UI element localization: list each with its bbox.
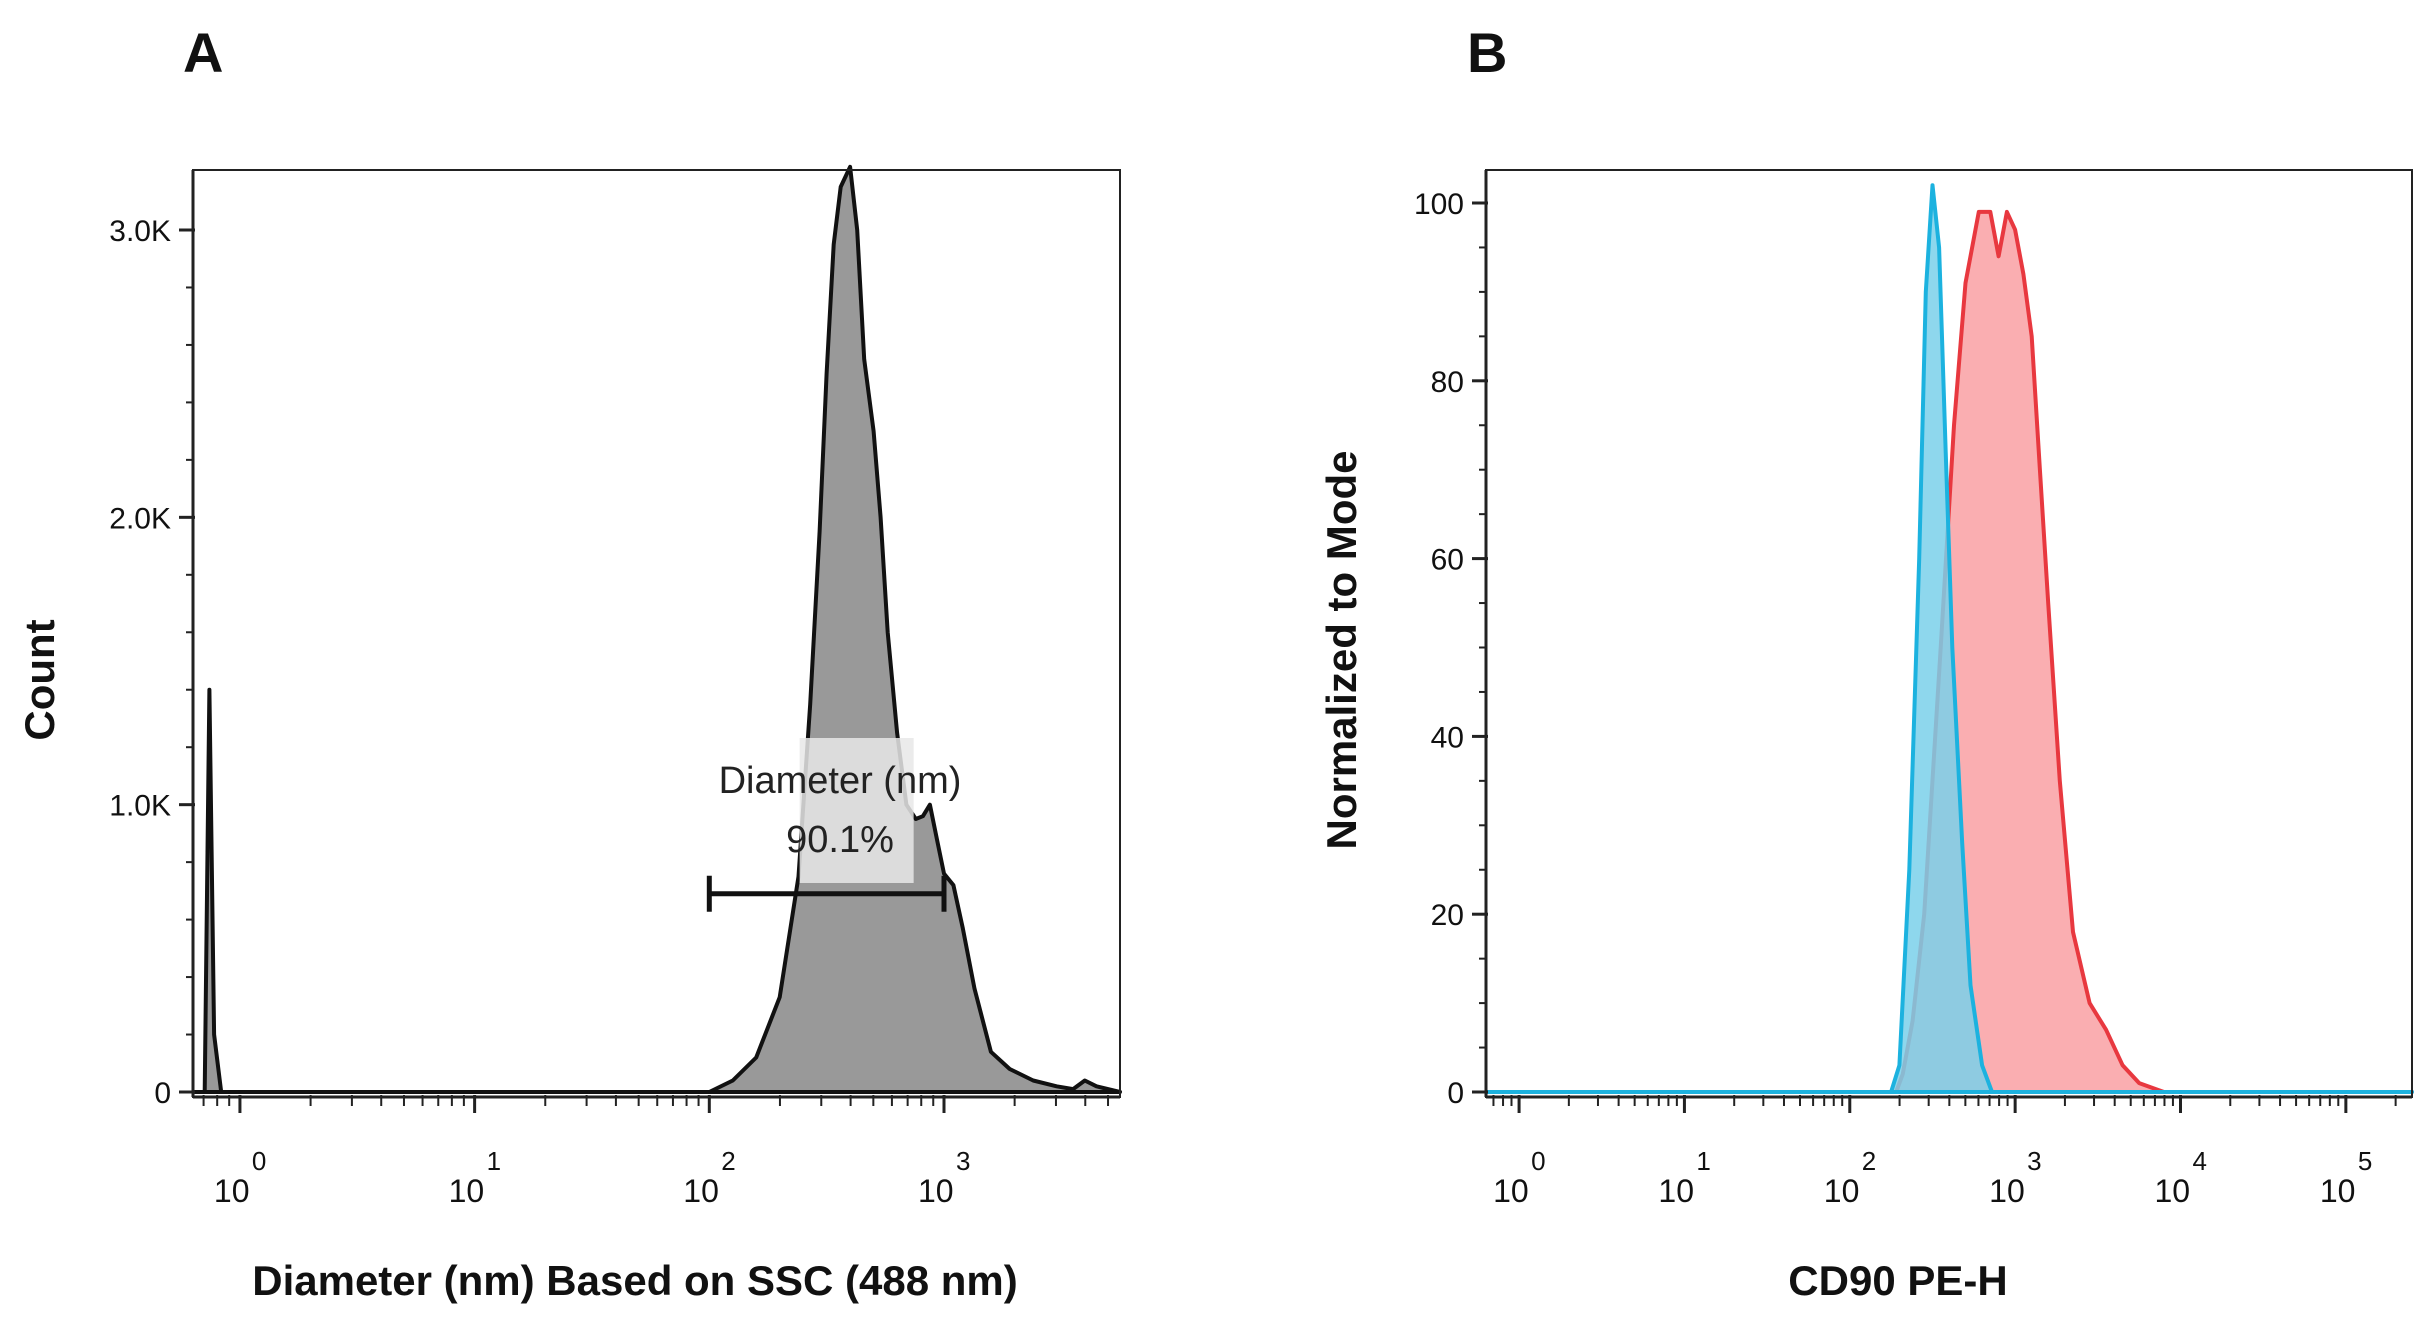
x-tick-label-base: 10 — [683, 1173, 719, 1209]
x-tick-label: 104 — [2155, 1146, 2207, 1209]
panel-a-frame — [192, 169, 1121, 1098]
panel-b-x-axis-title: CD90 PE-H — [1788, 1257, 2007, 1304]
panel-a-y-axis: 0 1.0K 2.0K 3.0K — [109, 170, 195, 1110]
panel-a-histogram — [191, 164, 1122, 1094]
y-tick-label: 2.0K — [109, 502, 171, 535]
panel-b-histograms — [1484, 183, 2414, 1094]
x-tick-label-exponent: 1 — [487, 1146, 501, 1176]
x-tick-label: 103 — [918, 1146, 970, 1209]
x-tick-label-base: 10 — [1658, 1173, 1694, 1209]
y-tick-label: 80 — [1431, 366, 1464, 399]
panel-a-y-axis-title: Count — [16, 619, 63, 740]
y-tick-label: 20 — [1431, 899, 1464, 932]
x-tick-label-base: 10 — [1824, 1173, 1860, 1209]
x-tick-label-exponent: 5 — [2358, 1146, 2372, 1176]
x-tick-label-base: 10 — [449, 1173, 485, 1209]
x-tick-label: 101 — [449, 1146, 501, 1209]
y-tick-label: 1.0K — [109, 790, 171, 823]
panel-b-y-axis: 0 20 40 60 80 100 — [1414, 170, 1488, 1110]
y-tick-label: 3.0K — [109, 215, 171, 248]
gate-percent-label: 90.1% — [786, 819, 894, 861]
x-tick-label-exponent: 1 — [1696, 1146, 1710, 1176]
x-tick-label-base: 10 — [1989, 1173, 2025, 1209]
x-tick-label: 100 — [214, 1146, 266, 1209]
x-tick-label-exponent: 0 — [252, 1146, 266, 1176]
x-tick-label: 100 — [1493, 1146, 1545, 1209]
series-area-1 — [1484, 183, 2414, 1094]
x-tick-label-base: 10 — [918, 1173, 954, 1209]
panel-a: A Diameter (nm) 90.1% 01.0K2.0K3.0K 1001… — [16, 21, 1122, 1304]
panel-b-y-axis-title: Normalized to Mode — [1318, 450, 1365, 849]
x-tick-label-exponent: 2 — [721, 1146, 735, 1176]
x-tick-label-exponent: 2 — [1862, 1146, 1876, 1176]
x-tick-label: 102 — [1824, 1146, 1876, 1209]
series-area-0 — [191, 164, 1122, 1094]
y-tick-label: 100 — [1414, 188, 1464, 221]
panel-a-gate: Diameter (nm) 90.1% — [706, 738, 962, 912]
y-tick-label: 40 — [1431, 721, 1464, 754]
x-tick-label-base: 10 — [214, 1173, 250, 1209]
x-tick-label: 101 — [1658, 1146, 1710, 1209]
x-tick-label: 102 — [683, 1146, 735, 1209]
y-tick-label: 60 — [1431, 544, 1464, 577]
y-tick-label: 0 — [1447, 1077, 1464, 1110]
x-tick-label-exponent: 3 — [2027, 1146, 2041, 1176]
panel-a-label: A — [183, 21, 223, 84]
x-tick-label: 105 — [2320, 1146, 2372, 1209]
gate-name-label: Diameter (nm) — [719, 760, 962, 802]
panel-a-x-axis-title: Diameter (nm) Based on SSC (488 nm) — [252, 1257, 1018, 1304]
gate-label-background — [799, 738, 914, 883]
x-tick-label-exponent: 4 — [2193, 1146, 2207, 1176]
gate-range-bar — [706, 875, 947, 912]
x-tick-label-base: 10 — [1493, 1173, 1529, 1209]
x-tick-label-base: 10 — [2320, 1173, 2356, 1209]
x-tick-label-exponent: 0 — [1531, 1146, 1545, 1176]
x-tick-label-base: 10 — [2155, 1173, 2191, 1209]
x-tick-label: 103 — [1989, 1146, 2041, 1209]
panel-b-label: B — [1467, 21, 1507, 84]
y-tick-label: 0 — [154, 1077, 171, 1110]
x-tick-label-exponent: 3 — [956, 1146, 970, 1176]
